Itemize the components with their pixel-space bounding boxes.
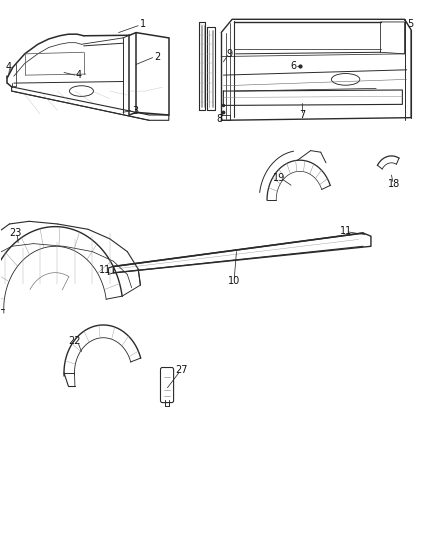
Text: 27: 27	[176, 365, 188, 375]
Text: 23: 23	[9, 228, 21, 238]
Text: 5: 5	[407, 19, 413, 29]
Text: 4: 4	[6, 62, 12, 72]
Text: 18: 18	[388, 179, 400, 189]
Text: 11: 11	[99, 265, 112, 274]
Text: 11: 11	[340, 226, 353, 236]
Text: 6: 6	[290, 61, 296, 70]
Text: 3: 3	[132, 106, 138, 116]
Text: 4: 4	[75, 70, 81, 80]
Text: 19: 19	[273, 173, 286, 183]
Text: 8: 8	[216, 114, 222, 124]
Text: 22: 22	[69, 336, 81, 346]
Text: 1: 1	[140, 19, 146, 29]
Text: 7: 7	[299, 110, 305, 120]
Text: 2: 2	[154, 52, 160, 61]
Text: 10: 10	[228, 277, 240, 286]
Text: 9: 9	[226, 49, 232, 59]
